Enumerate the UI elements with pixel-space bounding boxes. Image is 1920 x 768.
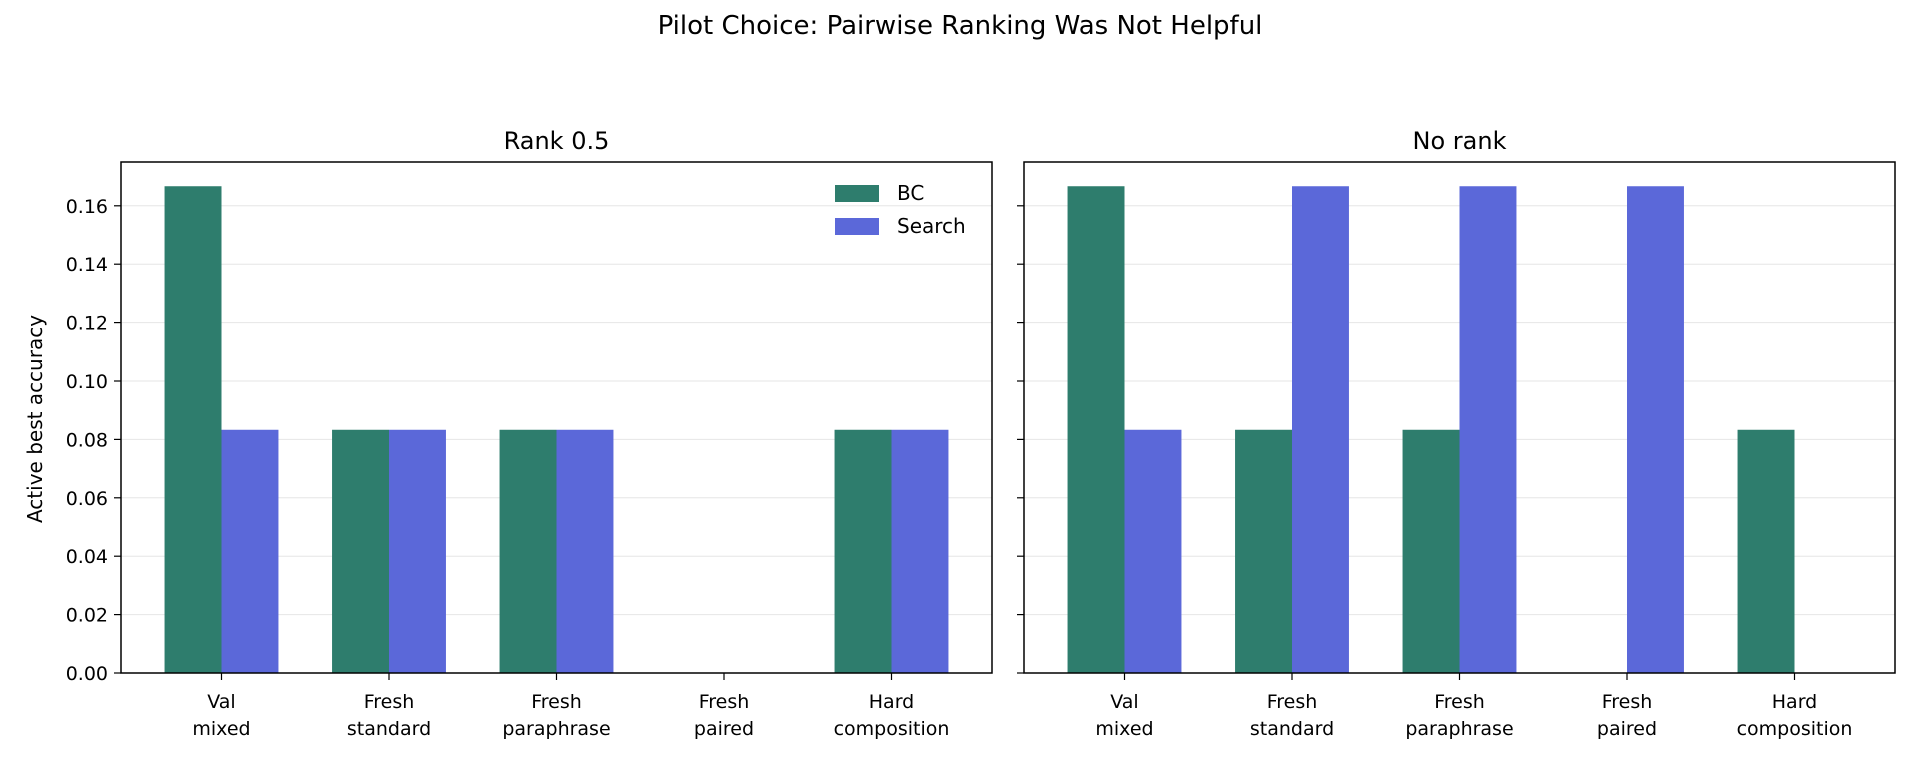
legend-swatch-search: [835, 218, 879, 235]
x-tick-label: Fresh paired: [1597, 691, 1657, 740]
y-tick-label: 0.16: [66, 196, 108, 218]
x-tick-label: Fresh paraphrase: [502, 691, 610, 740]
x-tick-label: Val mixed: [192, 691, 250, 740]
panel-title: No rank: [1413, 127, 1507, 155]
y-tick-label: 0.14: [66, 254, 108, 276]
bar-search-2: [1459, 186, 1517, 673]
x-tick-label: Hard composition: [1737, 691, 1853, 740]
bar-bc-2: [1402, 429, 1460, 673]
axes-frame: [120, 161, 993, 674]
x-tick-label: Fresh paired: [694, 691, 754, 740]
bar-bc-1: [1235, 429, 1292, 673]
bar-search-0: [1124, 429, 1182, 673]
y-tick-label: 0.06: [66, 488, 108, 510]
bar-search-3: [1627, 186, 1684, 673]
bar-search-0: [221, 429, 279, 673]
legend-label-search: Search: [897, 214, 966, 238]
x-tick-label: Fresh paraphrase: [1405, 691, 1513, 740]
y-tick-label: 0.04: [66, 546, 108, 568]
legend-swatch-bc: [835, 185, 879, 202]
panel-rank-0-5: 0.00 0.02 0.04 0.06 0.08 0.10 0.12 0.14 0.16 Val m…: [66, 127, 993, 740]
legend-label-bc: BC: [897, 181, 924, 205]
suptitle: Pilot Choice: Pairwise Ranking Was Not H…: [658, 11, 1263, 41]
bar-search-1: [389, 429, 446, 673]
bar-search-2: [556, 429, 614, 673]
y-tick-label: 0.10: [66, 371, 108, 393]
x-tick-label: Val mixed: [1095, 691, 1153, 740]
bar-search-4: [891, 429, 949, 673]
x-tick-label: Fresh standard: [347, 691, 431, 740]
axes-frame: [1023, 161, 1896, 674]
bar-bc-0: [164, 186, 222, 673]
x-tick-label: Hard composition: [834, 691, 950, 740]
y-axis-label: Active best accuracy: [23, 315, 47, 523]
panel-no-rank: Val mixed Fresh standard Fresh paraphrase Fres…: [1017, 127, 1896, 740]
y-tick-label: 0.00: [66, 663, 108, 685]
bar-search-1: [1292, 186, 1349, 673]
y-tick-label: 0.08: [66, 429, 108, 451]
bar-bc-1: [332, 429, 389, 673]
bar-bc-4: [834, 429, 892, 673]
bar-bc-0: [1067, 186, 1125, 673]
bar-bc-2: [499, 429, 557, 673]
panel-title: Rank 0.5: [504, 127, 610, 155]
bar-bc-4: [1737, 429, 1795, 673]
legend: BC Search: [835, 181, 966, 238]
y-tick-label: 0.02: [66, 605, 108, 627]
x-tick-label: Fresh standard: [1250, 691, 1334, 740]
y-tick-label: 0.12: [66, 313, 108, 335]
